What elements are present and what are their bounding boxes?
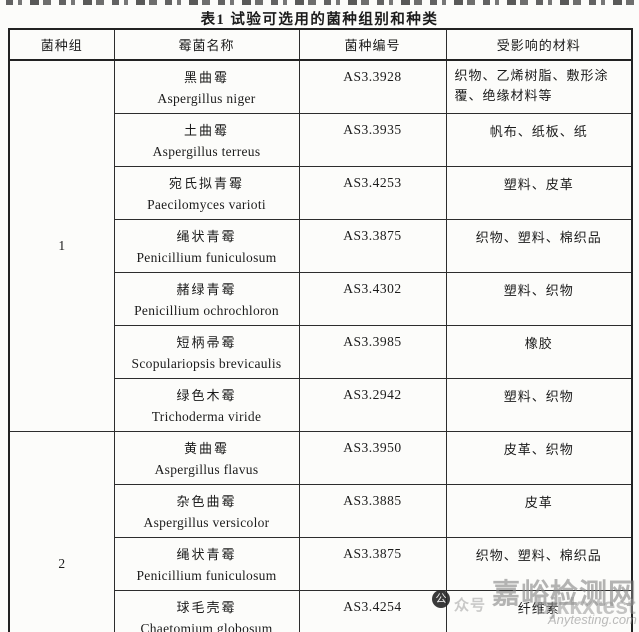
affected-materials: 织物、乙烯树脂、敷形涂覆、绝缘材料等 bbox=[445, 59, 633, 114]
strain-code: AS3.4254 bbox=[298, 590, 447, 632]
fungus-name-latin: Penicillium funiculosum bbox=[136, 568, 277, 583]
affected-materials: 塑料、织物 bbox=[445, 378, 633, 432]
fungus-name-latin: Scopulariopsis brevicaulis bbox=[131, 356, 282, 371]
group-number: 2 bbox=[8, 431, 115, 632]
header-affected-materials: 受影响的材料 bbox=[445, 28, 633, 61]
fungus-name-cell: 绿色木霉 Trichoderma viride bbox=[113, 378, 300, 432]
fungus-name-cell: 赭绿青霉 Penicillium ochrochloron bbox=[113, 272, 300, 326]
strain-code: AS3.3985 bbox=[298, 325, 447, 379]
fungus-name-cell: 黄曲霉 Aspergillus flavus bbox=[113, 431, 300, 485]
affected-materials: 织物、塑料、棉织品 bbox=[445, 219, 633, 273]
fungus-name-latin: Aspergillus versicolor bbox=[143, 515, 270, 530]
table-row: 1 黑曲霉 Aspergillus niger AS3.3928 织物、乙烯树脂… bbox=[8, 59, 633, 432]
affected-materials: 皮革 bbox=[445, 484, 633, 538]
affected-materials: 塑料、织物 bbox=[445, 272, 633, 326]
strain-code: AS3.3875 bbox=[298, 537, 447, 591]
strain-code: AS3.3875 bbox=[298, 219, 447, 273]
group-number: 1 bbox=[8, 59, 115, 432]
fungus-name-latin: Paecilomyces varioti bbox=[147, 197, 266, 212]
fungus-name-cell: 绳状青霉 Penicillium funiculosum bbox=[113, 537, 300, 591]
table-row: 短柄帚霉 Scopulariopsis brevicaulis AS3.3985… bbox=[9, 325, 633, 379]
fungus-name-cn: 黑曲霉 bbox=[183, 70, 229, 85]
strain-code: AS3.3950 bbox=[298, 431, 447, 485]
strain-code: AS3.3928 bbox=[298, 59, 447, 114]
fungus-name-cell: 绳状青霉 Penicillium funiculosum bbox=[113, 219, 300, 273]
fungus-name-cn: 绳状青霉 bbox=[176, 229, 237, 244]
header-mold-name: 霉菌名称 bbox=[113, 28, 300, 61]
fungus-name-cn: 绿色木霉 bbox=[176, 388, 237, 403]
fungus-name-latin: Aspergillus flavus bbox=[154, 462, 259, 477]
table-row: 赭绿青霉 Penicillium ochrochloron AS3.4302 塑… bbox=[9, 272, 633, 326]
fungus-name-cell: 黑曲霉 Aspergillus niger bbox=[113, 59, 300, 114]
strain-code: AS3.4253 bbox=[298, 166, 447, 220]
affected-materials: 帆布、纸板、纸 bbox=[445, 113, 633, 167]
affected-materials: 织物、塑料、棉织品 bbox=[445, 537, 633, 591]
affected-materials: 皮革、织物 bbox=[445, 431, 633, 485]
header-row: 菌种组 霉菌名称 菌种编号 受影响的材料 bbox=[8, 28, 633, 61]
fungus-name-latin: Aspergillus terreus bbox=[152, 144, 261, 159]
fungus-name-cell: 土曲霉 Aspergillus terreus bbox=[113, 113, 300, 167]
strain-code: AS3.3935 bbox=[298, 113, 447, 167]
affected-materials: 塑料、皮革 bbox=[445, 166, 633, 220]
table-row: 绳状青霉 Penicillium funiculosum AS3.3875 织物… bbox=[9, 219, 633, 273]
table-row: 绳状青霉 Penicillium funiculosum AS3.3875 织物… bbox=[9, 537, 633, 591]
fungus-name-latin: Penicillium funiculosum bbox=[136, 250, 277, 265]
fungus-name-latin: Chaetomium globosum bbox=[140, 621, 273, 632]
fungus-name-latin: Trichoderma viride bbox=[151, 409, 262, 424]
strain-code: AS3.2942 bbox=[298, 378, 447, 432]
header-group: 菌种组 bbox=[8, 28, 115, 61]
table-row: 土曲霉 Aspergillus terreus AS3.3935 帆布、纸板、纸 bbox=[9, 113, 633, 167]
fungus-name-latin: Aspergillus niger bbox=[157, 91, 256, 106]
clipped-text-fragments bbox=[6, 0, 635, 5]
fungus-name-cell: 球毛壳霉 Chaetomium globosum bbox=[113, 590, 300, 632]
affected-materials: 橡胶 bbox=[445, 325, 633, 379]
table-row: 球毛壳霉 Chaetomium globosum AS3.4254 纤维素 bbox=[9, 590, 633, 632]
fungus-name-cn: 黄曲霉 bbox=[183, 441, 229, 456]
fungus-name-latin: Penicillium ochrochloron bbox=[134, 303, 279, 318]
fungus-name-cn: 短柄帚霉 bbox=[176, 335, 237, 350]
table-row: 2 黄曲霉 Aspergillus flavus AS3.3950 皮革、织物 bbox=[8, 431, 633, 632]
fungus-name-cn: 杂色曲霉 bbox=[176, 494, 237, 509]
fungus-name-cell: 短柄帚霉 Scopulariopsis brevicaulis bbox=[113, 325, 300, 379]
table-title: 表1 试验可选用的菌种组别和种类 bbox=[200, 12, 439, 28]
fungus-name-cn: 赭绿青霉 bbox=[176, 282, 237, 297]
fungus-name-cell: 宛氏拟青霉 Paecilomyces varioti bbox=[113, 166, 300, 220]
fungus-name-cn: 绳状青霉 bbox=[176, 547, 237, 562]
fungus-species-table: 菌种组 霉菌名称 菌种编号 受影响的材料 1 黑曲霉 Aspergillus n… bbox=[8, 28, 633, 632]
fungus-name-cell: 杂色曲霉 Aspergillus versicolor bbox=[113, 484, 300, 538]
table-row: 绿色木霉 Trichoderma viride AS3.2942 塑料、织物 bbox=[9, 378, 633, 432]
strain-code: AS3.3885 bbox=[298, 484, 447, 538]
fungus-name-cn: 球毛壳霉 bbox=[176, 600, 237, 615]
strain-code: AS3.4302 bbox=[298, 272, 447, 326]
affected-materials: 纤维素 bbox=[445, 590, 633, 632]
table-row: 宛氏拟青霉 Paecilomyces varioti AS3.4253 塑料、皮… bbox=[9, 166, 633, 220]
fungus-name-cn: 土曲霉 bbox=[183, 123, 229, 138]
fungus-name-cn: 宛氏拟青霉 bbox=[168, 176, 244, 191]
header-strain-code: 菌种编号 bbox=[298, 28, 447, 61]
